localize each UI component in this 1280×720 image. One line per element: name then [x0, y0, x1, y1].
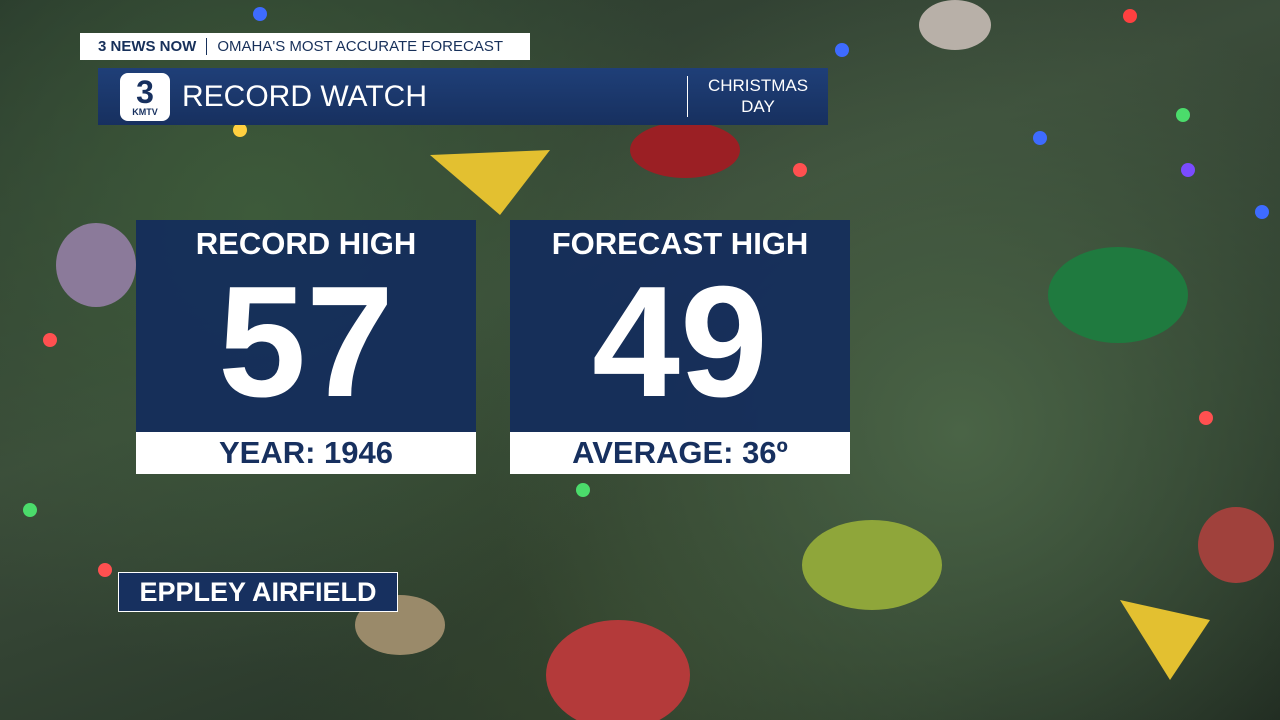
lights	[23, 7, 1269, 577]
panel-value: 57	[218, 254, 394, 430]
ornament	[630, 122, 740, 178]
ribbon	[430, 150, 550, 215]
logo-number: 3	[136, 74, 154, 110]
panel: RECORD HIGH 57 YEAR: 1946	[136, 220, 476, 474]
location: EPPLEY AIRFIELD	[118, 572, 398, 612]
logo: 3 KMTV	[120, 72, 170, 121]
tagline: OMAHA'S MOST ACCURATE FORECAST	[217, 38, 504, 55]
top-bar: 3 NEWS NOW OMAHA'S MOST ACCURATE FORECAS…	[80, 33, 530, 60]
panel-label: FORECAST HIGH	[551, 226, 809, 261]
panel-label: RECORD HIGH	[195, 226, 417, 261]
panel-footer: YEAR: 1946	[136, 432, 476, 474]
occasion: CHRISTMAS DAY	[687, 76, 828, 117]
network: 3 NEWS NOW	[80, 38, 208, 55]
ribbon	[1120, 600, 1210, 680]
ornament	[802, 520, 942, 610]
ornament	[546, 620, 690, 720]
panel-value: 49	[592, 254, 768, 430]
ornament	[1198, 507, 1274, 583]
ornament	[919, 0, 991, 50]
title: RECORD WATCH	[182, 79, 427, 113]
title-bar: 3 KMTV RECORD WATCH CHRISTMAS DAY	[98, 68, 828, 125]
panel: FORECAST HIGH 49 AVERAGE: 36º	[510, 220, 850, 474]
panel-footer: AVERAGE: 36º	[510, 432, 850, 474]
ornament	[56, 223, 136, 307]
ornament	[1048, 247, 1188, 343]
logo-call: KMTV	[132, 107, 158, 117]
